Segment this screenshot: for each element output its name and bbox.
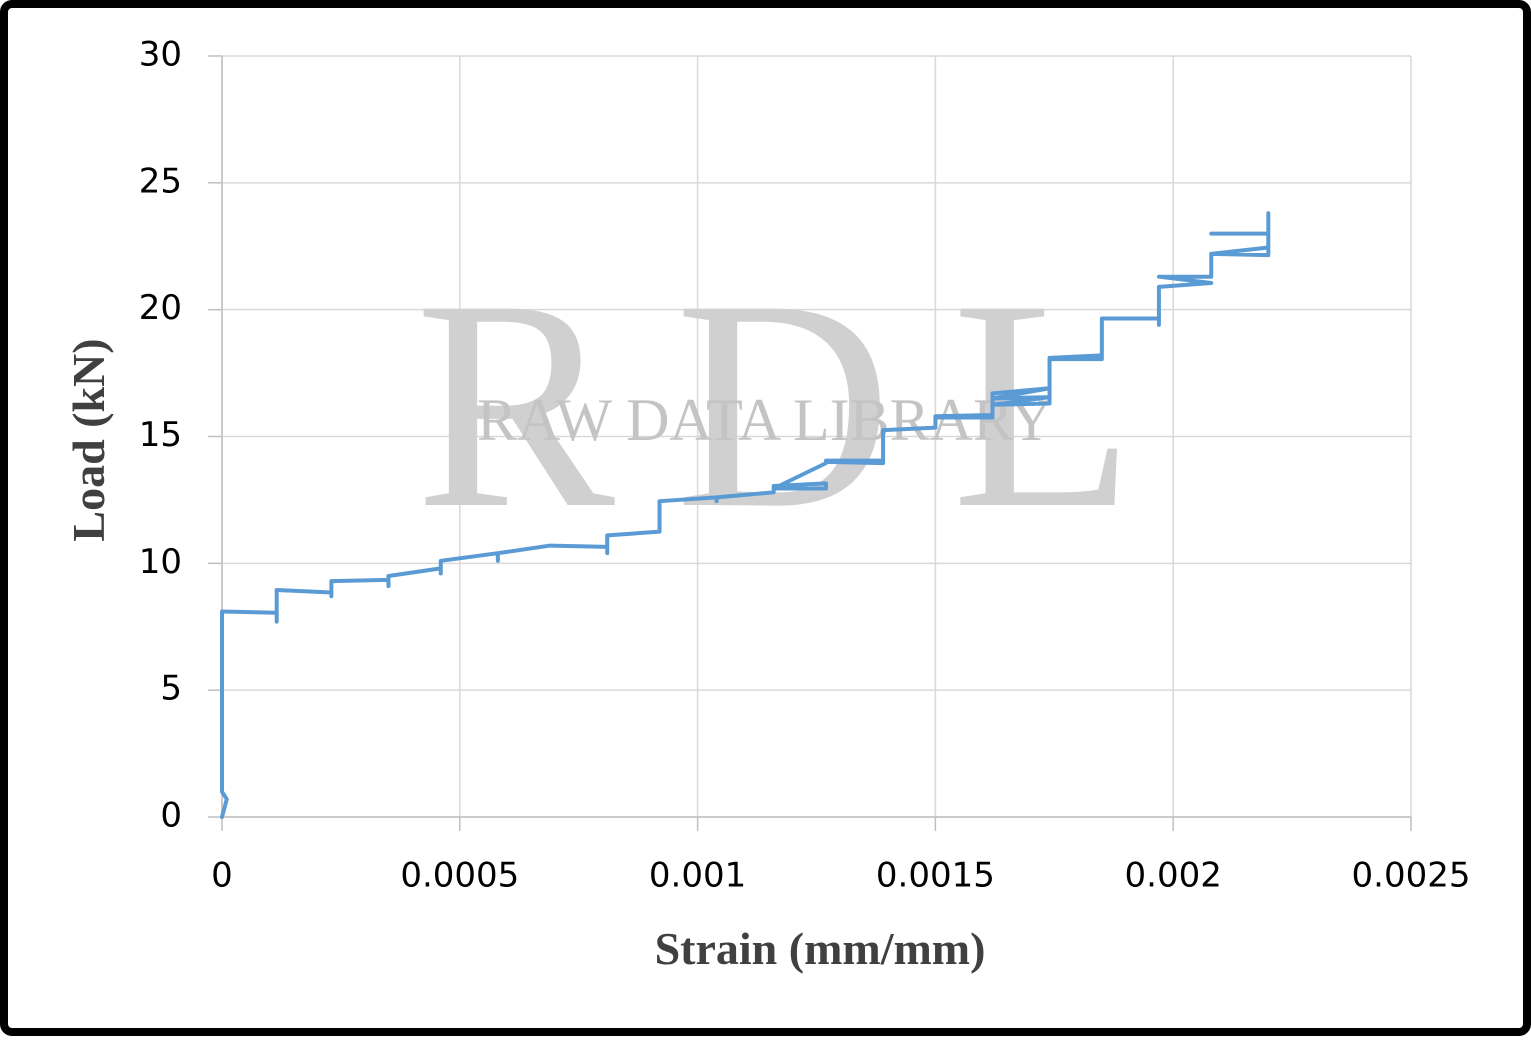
y-tick-label: 30 — [139, 35, 182, 75]
watermark-text: RAW DATA LIBRARY — [477, 387, 1053, 453]
y-tick-label: 15 — [139, 415, 182, 455]
y-axis-label: Load (kN) — [63, 338, 114, 541]
x-tick-label: 0 — [211, 856, 233, 896]
x-axis-label: Strain (mm/mm) — [655, 923, 986, 974]
x-tick-label: 0.001 — [649, 856, 746, 896]
y-tick-label: 25 — [139, 161, 182, 201]
y-tick-label: 20 — [139, 288, 182, 328]
line — [220, 211, 1271, 819]
y-tick-label: 10 — [139, 542, 182, 582]
x-tick-label: 0.002 — [1125, 856, 1222, 896]
x-tick-label: 0.0025 — [1352, 856, 1471, 896]
grid: 0 5 10 15 20 25 30 0 0.0005 0.001 0.0015 0.002 0.002… — [139, 35, 1471, 896]
x-tick-label: 0.0005 — [400, 856, 519, 896]
y-tick-label: 0 — [160, 796, 182, 836]
plot — [220, 211, 1271, 819]
x-tick-label: 0.0015 — [876, 856, 995, 896]
y-tick-label: 5 — [160, 669, 182, 709]
